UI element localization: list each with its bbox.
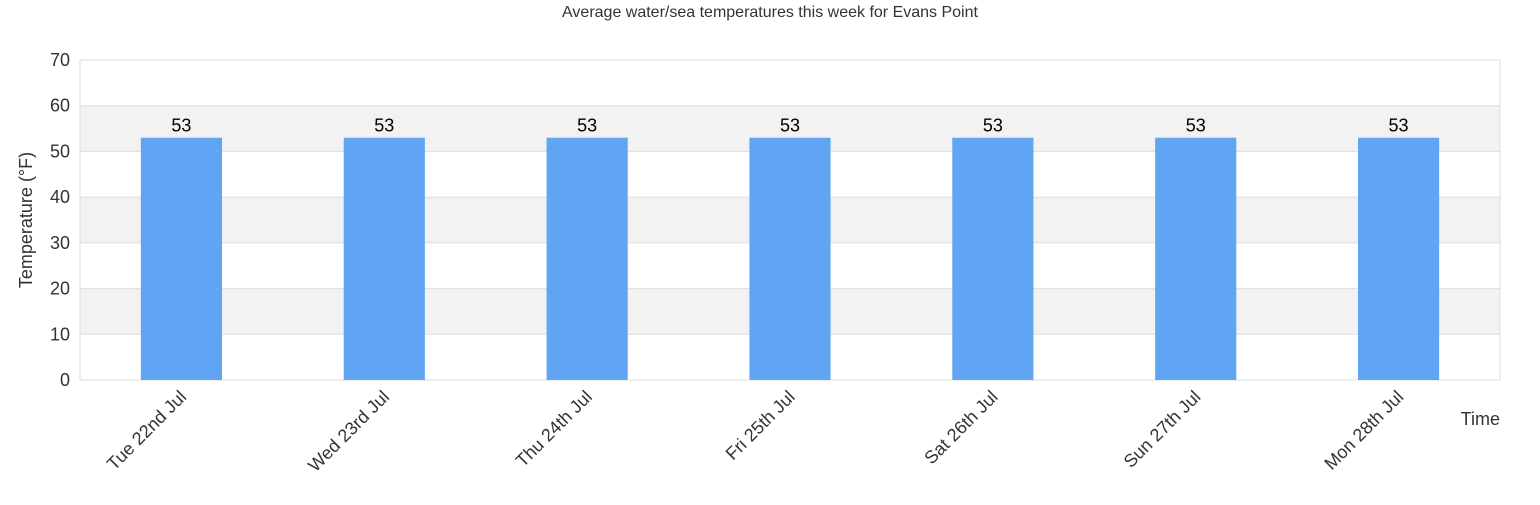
x-tick-label: Thu 24th Jul <box>512 387 596 471</box>
value-label: 53 <box>171 116 191 136</box>
value-label: 53 <box>983 116 1003 136</box>
value-label: 53 <box>577 116 597 136</box>
x-tick-label: Tue 22nd Jul <box>103 387 190 474</box>
chart-title: Average water/sea temperatures this week… <box>562 4 978 21</box>
value-labels: 53 53 53 53 53 53 53 <box>171 116 1408 136</box>
x-tick-label: Wed 23rd Jul <box>304 387 393 476</box>
bars <box>140 137 1440 380</box>
value-label: 53 <box>1186 116 1206 136</box>
y-tick-label: 10 <box>50 324 70 344</box>
bar <box>140 137 222 380</box>
y-tick-label: 40 <box>50 187 70 207</box>
y-axis-ticks: 0 10 20 30 40 50 60 70 <box>50 50 70 390</box>
y-tick-label: 0 <box>60 370 70 390</box>
bar <box>546 137 628 380</box>
x-tick-label: Sun 27th Jul <box>1120 387 1205 472</box>
value-label: 53 <box>1389 116 1409 136</box>
y-tick-label: 30 <box>50 233 70 253</box>
value-label: 53 <box>374 116 394 136</box>
x-tick-label: Fri 25th Jul <box>722 387 799 464</box>
value-label: 53 <box>780 116 800 136</box>
x-tick-label: Mon 28th Jul <box>1320 387 1407 474</box>
bar <box>1155 137 1237 380</box>
y-tick-label: 50 <box>50 141 70 161</box>
x-axis-label: Time <box>1461 409 1500 429</box>
y-tick-label: 70 <box>50 50 70 70</box>
x-axis-ticks: Tue 22nd Jul Wed 23rd Jul Thu 24th Jul Fri … <box>103 387 1407 476</box>
y-tick-label: 60 <box>50 96 70 116</box>
x-tick-label: Sat 26th Jul <box>920 387 1001 468</box>
bar <box>343 137 425 380</box>
bar <box>749 137 831 380</box>
bar <box>1358 137 1440 380</box>
y-axis-label: Temperature (°F) <box>16 152 36 288</box>
bar <box>952 137 1034 380</box>
y-tick-label: 20 <box>50 279 70 299</box>
